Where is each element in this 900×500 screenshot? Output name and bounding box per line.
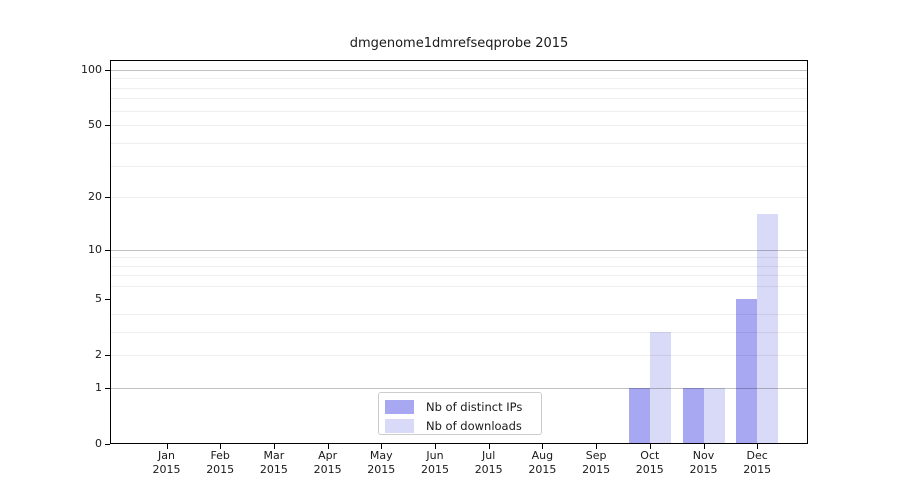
x-tick-month: Jan xyxy=(158,449,175,462)
y-tick xyxy=(105,298,110,300)
gridline-minor xyxy=(110,87,808,89)
x-tick-year: 2015 xyxy=(313,463,342,476)
bar-downloads-oct xyxy=(649,331,671,444)
legend-label-downloads: Nb of downloads xyxy=(426,419,522,433)
legend-swatch-downloads xyxy=(385,419,414,433)
legend-item-distinct-ips: Nb of distinct IPs xyxy=(379,399,541,415)
x-tick xyxy=(649,444,651,449)
gridline-major xyxy=(110,249,808,251)
bar-distinct-ips-dec xyxy=(736,298,758,444)
x-tick-year: 2015 xyxy=(474,463,503,476)
x-tick-month: Feb xyxy=(210,449,230,462)
legend: Nb of distinct IPs Nb of downloads xyxy=(378,392,542,435)
x-tick-label: Mar 2015 xyxy=(244,449,304,477)
x-tick-month: Mar xyxy=(263,449,285,462)
legend-label-distinct-ips: Nb of distinct IPs xyxy=(426,400,523,414)
gridline-minor xyxy=(110,142,808,144)
gridline-minor xyxy=(110,110,808,112)
x-tick xyxy=(381,444,383,449)
y-tick-label: 1 xyxy=(95,380,102,394)
y-tick xyxy=(105,444,110,445)
x-tick-month: May xyxy=(369,449,393,462)
x-tick xyxy=(166,444,168,449)
y-tick xyxy=(105,249,110,251)
y-tick-label: 50 xyxy=(88,118,102,132)
gridline-minor xyxy=(110,354,808,356)
x-tick-label: Apr 2015 xyxy=(298,449,358,477)
x-tick-month: Dec xyxy=(746,449,768,462)
gridline-minor xyxy=(110,257,808,259)
x-tick-year: 2015 xyxy=(528,463,557,476)
x-tick-label: Jul 2015 xyxy=(459,449,519,477)
gridline-major xyxy=(110,69,808,71)
bar-downloads-dec xyxy=(757,214,779,444)
legend-swatch-distinct-ips xyxy=(385,400,414,414)
bar-distinct-ips-nov xyxy=(682,387,704,444)
y-tick-label: 5 xyxy=(95,291,102,305)
plot-frame xyxy=(110,60,808,444)
x-tick-label: Oct 2015 xyxy=(620,449,680,477)
x-tick-month: Sep xyxy=(585,449,607,462)
x-tick-label: Dec 2015 xyxy=(727,449,787,477)
x-tick-year: 2015 xyxy=(259,463,288,476)
y-tick xyxy=(105,387,110,389)
x-tick-year: 2015 xyxy=(421,463,449,476)
x-tick-label: Aug 2015 xyxy=(512,449,572,477)
x-tick-month: Jun xyxy=(426,449,444,462)
x-tick-label: Nov 2015 xyxy=(674,449,734,477)
bar-distinct-ips-oct xyxy=(628,387,650,444)
x-tick xyxy=(542,444,544,449)
x-tick-label: Feb 2015 xyxy=(190,449,250,477)
gridline-minor xyxy=(110,165,808,167)
x-tick-month: Aug xyxy=(531,449,554,462)
x-tick xyxy=(220,444,222,449)
legend-item-downloads: Nb of downloads xyxy=(379,418,541,434)
gridline-minor xyxy=(110,286,808,288)
gridline-minor xyxy=(110,275,808,277)
x-tick xyxy=(596,444,598,449)
x-tick-year: 2015 xyxy=(689,463,718,476)
y-tick-label: 0 xyxy=(95,437,102,450)
x-tick-year: 2015 xyxy=(582,463,611,476)
gridline-minor xyxy=(110,98,808,100)
y-tick-label: 10 xyxy=(88,242,102,256)
x-tick xyxy=(703,444,705,449)
x-tick xyxy=(273,444,275,449)
gridline-minor xyxy=(110,331,808,333)
y-tick xyxy=(105,354,110,356)
y-tick xyxy=(105,69,110,71)
x-tick-month: Apr xyxy=(318,449,338,462)
x-tick-year: 2015 xyxy=(743,463,772,476)
x-tick-label: Jan 2015 xyxy=(137,449,197,477)
y-tick xyxy=(105,197,110,199)
gridline-minor xyxy=(110,265,808,267)
x-tick-label: Jun 2015 xyxy=(405,449,465,477)
gridline-minor xyxy=(110,125,808,127)
gridline-minor xyxy=(110,197,808,199)
x-tick-month: Nov xyxy=(692,449,715,462)
gridline-major xyxy=(110,387,808,389)
y-tick-label: 20 xyxy=(88,190,102,204)
x-tick xyxy=(327,444,329,449)
x-tick-month: Jul xyxy=(482,449,496,462)
x-tick xyxy=(488,444,490,449)
x-tick-year: 2015 xyxy=(367,463,396,476)
y-tick-label: 2 xyxy=(95,347,102,361)
x-tick-label: Sep 2015 xyxy=(566,449,626,477)
y-tick xyxy=(105,125,110,127)
x-tick xyxy=(757,444,759,449)
x-tick-month: Oct xyxy=(640,449,660,462)
x-tick-label: May 2015 xyxy=(351,449,411,477)
chart-title: dmgenome1dmrefseqprobe 2015 xyxy=(349,36,569,51)
gridline-minor xyxy=(110,313,808,315)
bar-downloads-nov xyxy=(703,387,725,444)
x-tick xyxy=(435,444,436,449)
gridline-minor xyxy=(110,78,808,80)
x-tick-year: 2015 xyxy=(152,463,181,476)
x-tick-year: 2015 xyxy=(206,463,235,476)
y-tick-label: 100 xyxy=(81,62,102,76)
x-tick-year: 2015 xyxy=(635,463,664,476)
